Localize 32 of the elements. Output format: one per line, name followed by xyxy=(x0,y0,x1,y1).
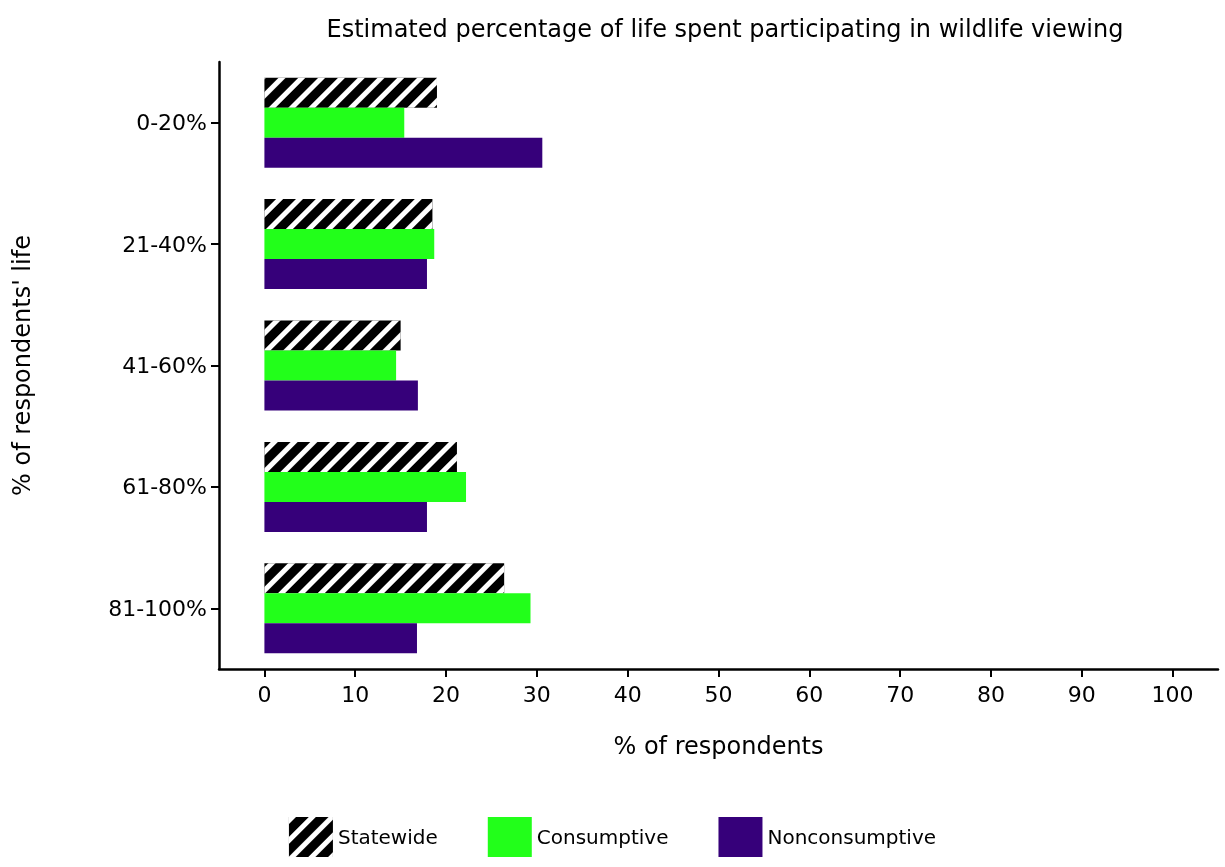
x-tick-label: 10 xyxy=(341,681,370,707)
bar xyxy=(264,471,467,502)
y-tick-label: 81-100% xyxy=(108,595,207,621)
bar xyxy=(264,380,418,411)
x-tick-label: 90 xyxy=(1067,681,1096,707)
legend-label: Consumptive xyxy=(536,825,669,849)
legend-label: Nonconsumptive xyxy=(767,825,937,849)
legend-label: Statewide xyxy=(337,825,438,849)
x-tick-label: 100 xyxy=(1151,681,1194,707)
x-axis-title: % of respondents xyxy=(613,732,824,760)
x-tick-label: 70 xyxy=(886,681,915,707)
bar xyxy=(264,259,427,290)
x-tick-label: 50 xyxy=(704,681,733,707)
bar xyxy=(264,229,435,260)
x-tick-label: 40 xyxy=(613,681,642,707)
x-tick-label: 0 xyxy=(257,681,272,707)
y-tick-label: 61-80% xyxy=(122,474,207,500)
y-axis-title: % of respondents' life xyxy=(8,235,36,496)
y-tick-label: 0-20% xyxy=(136,110,207,136)
bar xyxy=(264,501,427,532)
bar xyxy=(264,137,543,168)
y-tick-label: 41-60% xyxy=(122,353,207,378)
x-tick-label: 20 xyxy=(432,681,461,707)
bar xyxy=(264,350,397,381)
bar xyxy=(264,593,531,624)
bar xyxy=(264,623,417,654)
y-tick-label: 21-40% xyxy=(122,231,207,257)
x-tick-label: 60 xyxy=(795,681,824,707)
x-tick-label: 30 xyxy=(522,681,551,707)
x-tick-label: 80 xyxy=(976,681,1005,707)
bar xyxy=(264,107,405,138)
chart-title: Estimated percentage of life spent participating in wildlife viewing xyxy=(326,15,1124,43)
